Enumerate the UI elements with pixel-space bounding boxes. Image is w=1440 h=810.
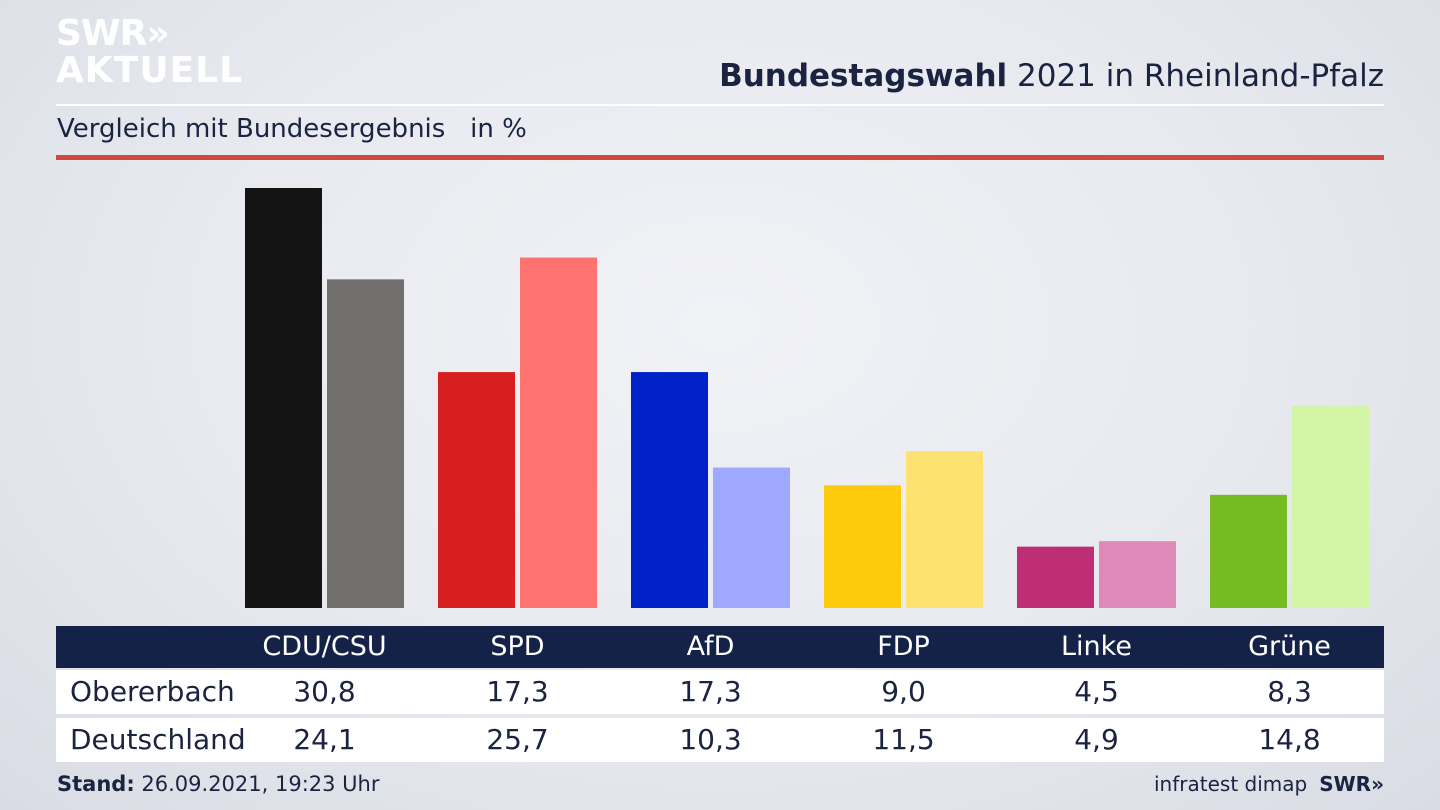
bar-fdp-deutschland [906, 451, 983, 608]
bar-grne-obererbach [1210, 494, 1287, 608]
value-label: 4,9 [1074, 723, 1119, 756]
logo-line-2: AKTUELL [56, 50, 244, 91]
bar-afd-obererbach [631, 372, 708, 608]
value-label: 25,7 [486, 723, 549, 756]
title-rest: 2021 in Rheinland-Pfalz [1007, 58, 1384, 94]
value-label: 10,3 [679, 723, 742, 756]
source-label: infratest dimap [1154, 772, 1308, 796]
stand-label: Stand: [57, 772, 135, 796]
column-header-spd: SPD [490, 631, 545, 662]
bar-linke-deutschland [1099, 541, 1176, 608]
row-label: Obererbach [70, 675, 235, 708]
chart-subtitle: Vergleich mit Bundesergebnis in % [57, 114, 527, 144]
column-header-grne: Grüne [1248, 631, 1331, 662]
subtitle-divider [56, 155, 1384, 160]
title-bold: Bundestagswahl [719, 58, 1008, 94]
value-label: 11,5 [872, 723, 935, 756]
bar-grne-deutschland [1292, 406, 1369, 608]
column-header-fdp: FDP [877, 631, 930, 662]
value-label: 14,8 [1258, 723, 1321, 756]
row-label: Deutschland [70, 723, 246, 756]
party-header-row: CDU/CSU SPD AfD FDP Linke Grüne [56, 626, 1384, 668]
bar-afd-deutschland [713, 467, 790, 608]
timestamp: Stand: 26.09.2021, 19:23 Uhr [57, 772, 380, 796]
swr-footer-logo: SWR» [1319, 772, 1384, 796]
column-header-afd: AfD [686, 631, 735, 662]
bar-cducsu-obererbach [245, 188, 322, 608]
value-label: 30,8 [293, 675, 356, 708]
stand-value: 26.09.2021, 19:23 Uhr [134, 772, 380, 796]
bar-spd-obererbach [438, 372, 515, 608]
swr-aktuell-logo: SWR» AKTUELL [56, 16, 243, 89]
column-header-linke: Linke [1061, 631, 1132, 662]
results-table: CDU/CSU SPD AfD FDP Linke Grüne Obererbach 30… [56, 626, 1384, 762]
value-label: 9,0 [881, 675, 926, 708]
value-label: 4,5 [1074, 675, 1119, 708]
footer-credits: infratest dimap SWR» [1154, 772, 1384, 796]
bar-fdp-obererbach [824, 485, 901, 608]
table-row-deutschland: Deutschland 24,1 25,7 10,3 11,5 4,9 14,8 [56, 718, 1384, 762]
bar-linke-obererbach [1017, 546, 1094, 608]
value-label: 17,3 [486, 675, 549, 708]
bar-spd-deutschland [520, 257, 597, 608]
page-title: Bundestagswahl 2021 in Rheinland-Pfalz [719, 58, 1384, 94]
table-row-obererbach: Obererbach 30,8 17,3 17,3 9,0 4,5 8,3 [56, 670, 1384, 714]
bar-cducsu-deutschland [327, 279, 404, 608]
title-divider [56, 104, 1384, 106]
value-label: 8,3 [1267, 675, 1312, 708]
logo-line-1: SWR» [56, 13, 170, 54]
value-label: 24,1 [293, 723, 356, 756]
value-label: 17,3 [679, 675, 742, 708]
column-header-cducsu: CDU/CSU [262, 631, 387, 662]
